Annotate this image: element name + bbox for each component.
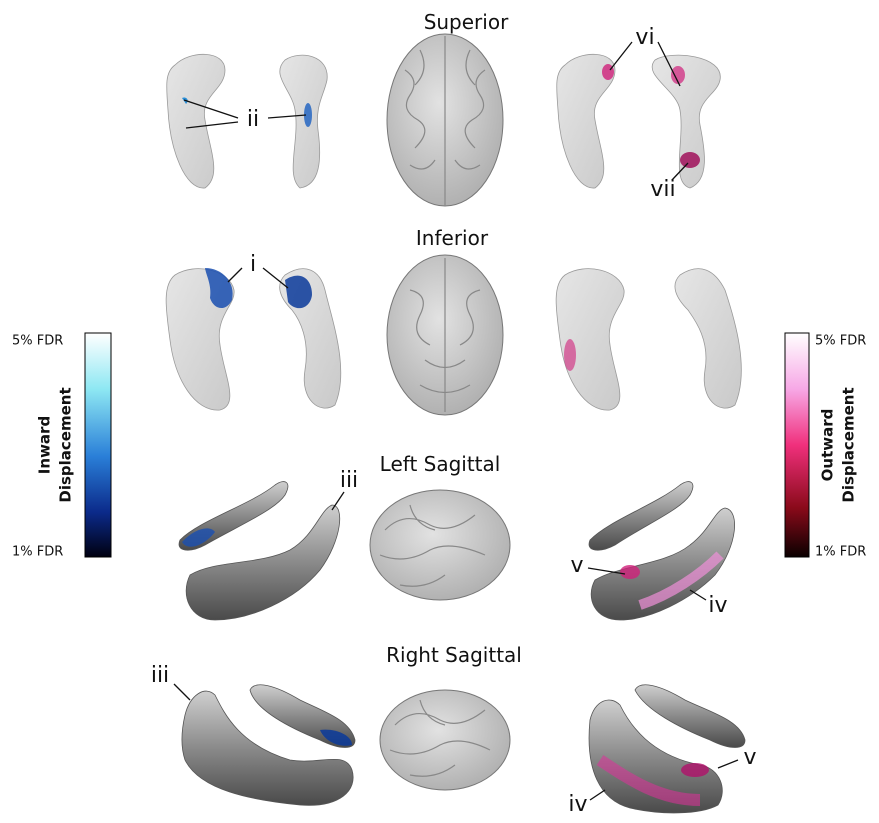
colorbar-title: Inward <box>36 416 54 474</box>
annotation: iv <box>568 792 587 817</box>
right-sagittal-row <box>182 685 745 813</box>
view-title: Right Sagittal <box>386 643 522 667</box>
colorbar-label: 1% FDR <box>12 545 63 560</box>
annotation: v <box>743 745 756 770</box>
colorbar-label: 5% FDR <box>815 334 866 349</box>
annotation: iv <box>708 593 727 618</box>
annotation: v <box>570 553 583 578</box>
view-title: Inferior <box>416 226 489 250</box>
annotation: vii <box>650 177 675 202</box>
colorbar-inward: 5% FDR 1% FDR Inward Displacement <box>12 333 111 560</box>
colorbar-label: 1% FDR <box>815 545 866 560</box>
annotation: iii <box>340 468 358 493</box>
annotation: iii <box>151 663 169 688</box>
view-title: Superior <box>424 10 509 34</box>
inferior-row <box>166 255 741 415</box>
figure: Superior Inferior Left Sagittal Right Sa… <box>0 0 879 823</box>
colorbar-title: Displacement <box>840 387 858 502</box>
annotation: i <box>250 252 256 277</box>
annotation: ii <box>247 107 259 132</box>
colorbar-title: Displacement <box>57 387 75 502</box>
colorbar-label: 5% FDR <box>12 334 63 349</box>
annotation: vi <box>635 25 654 50</box>
colorbar-title: Outward <box>819 409 837 482</box>
colorbar-outward: 5% FDR 1% FDR Outward Displacement <box>785 333 866 560</box>
view-title: Left Sagittal <box>380 452 501 476</box>
left-sagittal-row <box>179 482 735 620</box>
